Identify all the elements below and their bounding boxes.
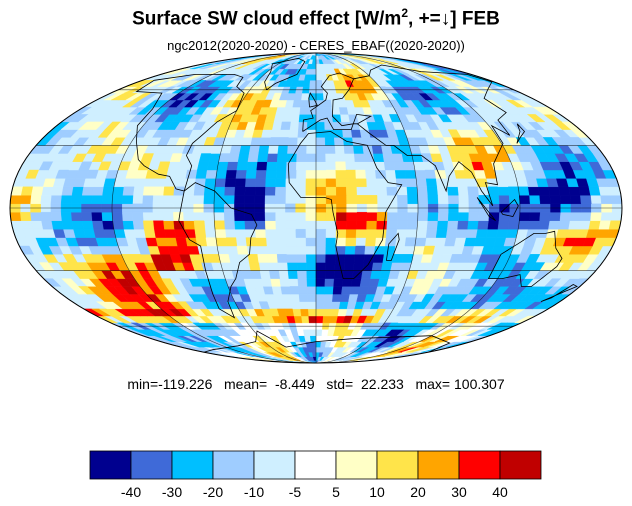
colorbar-box: [253, 450, 296, 480]
colorbar-tick-label: 20: [410, 484, 426, 500]
field-cell: [122, 186, 135, 196]
colorbar-labels: -40 -30 -20 -10 -5 5 10 20 30 40: [121, 484, 508, 500]
colorbar-tick-label: -20: [203, 484, 223, 500]
colorbar-tick-label: -40: [121, 484, 141, 500]
colorbar-tick-label: 40: [492, 484, 508, 500]
colorbar-box: [130, 450, 173, 480]
plot-title: Surface SW cloud effect [W/m2, +=↓] FEB: [0, 6, 632, 30]
colorbar-tick-label: 5: [332, 484, 340, 500]
title-tail: , +=↓] FEB: [408, 8, 500, 30]
colorbar-box: [417, 450, 460, 480]
cloud-effect-field: [10, 53, 622, 363]
field-cell: [225, 237, 238, 247]
colorbar-tick-label: -5: [289, 484, 302, 500]
colorbar-box: [376, 450, 419, 480]
field-cell: [366, 195, 378, 205]
colorbar-box: [89, 450, 132, 480]
field-cell: [61, 278, 79, 287]
colorbar-tick-label: -30: [162, 484, 182, 500]
plot-subtitle: ngc2012(2020-2020) - CERES_EBAF((2020-20…: [167, 38, 465, 53]
colorbar-box: [294, 450, 337, 480]
colorbar-box: [212, 450, 255, 480]
colorbar-box: [499, 450, 542, 480]
field-cell: [422, 245, 435, 255]
colorbar-tick-label: -10: [244, 484, 264, 500]
colorbar-box: [335, 450, 378, 480]
title-main: Surface SW cloud effect [W/m: [132, 8, 402, 30]
title-superscript: 2: [401, 6, 409, 20]
colorbar-box: [458, 450, 501, 480]
field-cell: [245, 286, 257, 295]
colorbar-boxes: [89, 450, 542, 480]
colorbar-box: [171, 450, 214, 480]
colorbar-tick-label: 10: [369, 484, 385, 500]
colorbar-tick-label: 30: [451, 484, 467, 500]
